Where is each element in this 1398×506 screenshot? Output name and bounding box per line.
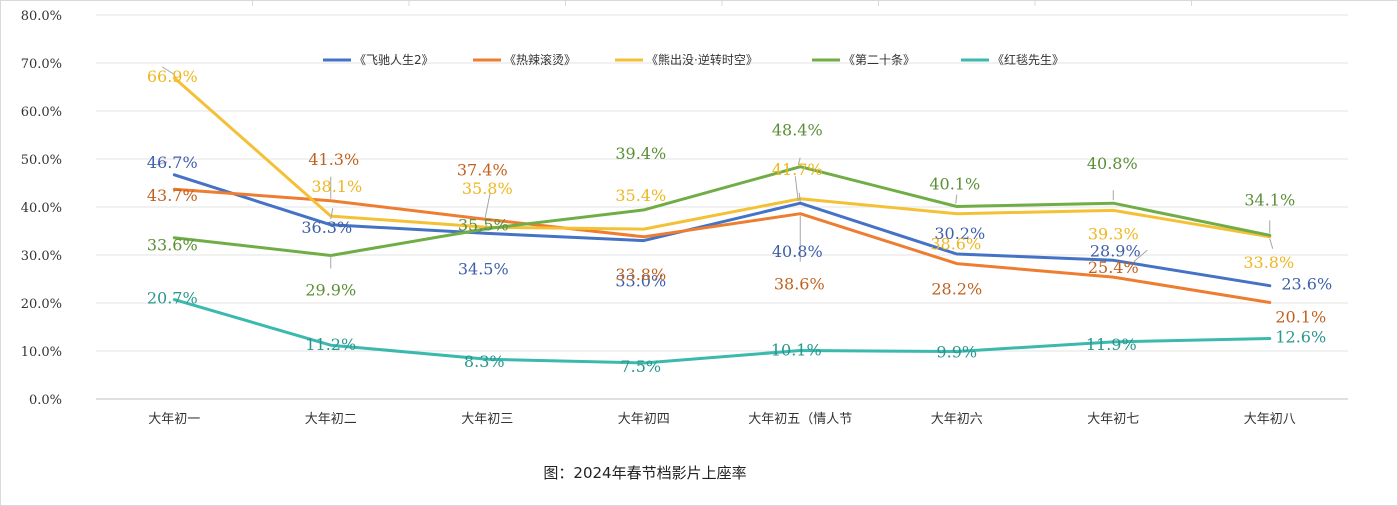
data-label: 43.7% — [147, 186, 198, 205]
leader-line — [794, 176, 799, 202]
data-label: 33.8% — [1243, 253, 1294, 272]
leader-line — [797, 157, 801, 165]
x-tick-label: 大年初五（情人节 — [748, 412, 852, 427]
data-label: 38.1% — [311, 177, 362, 196]
leader-line — [161, 66, 174, 75]
data-label: 30.2% — [934, 224, 985, 243]
leader-line — [156, 161, 168, 166]
data-label: 35.8% — [462, 179, 513, 198]
data-label: 34.5% — [458, 259, 509, 278]
legend-label: 《飞驰人生2》 — [354, 53, 434, 67]
data-label: 34.1% — [1244, 190, 1295, 209]
x-tick-label: 大年初八 — [1244, 412, 1296, 427]
x-tick-label: 大年初一 — [148, 412, 200, 427]
data-label: 33.8% — [615, 265, 666, 284]
legend: 《飞驰人生2》 《热辣滚烫》 《熊出没·逆转时空》 《第二十条》 《红毯先生》 — [323, 52, 1064, 67]
y-tick-label: 30.0% — [21, 249, 62, 264]
y-axis: 0.0% 10.0% 20.0% 30.0% 40.0% 50.0% 60.0% 70.0% 8… — [21, 9, 62, 408]
data-label: 38.6% — [930, 235, 981, 254]
data-label: 8.3% — [464, 352, 505, 371]
data-label: 41.7% — [772, 160, 823, 179]
x-tick-label: 大年初七 — [1087, 412, 1139, 427]
data-label: 28.9% — [1090, 241, 1141, 260]
series-line — [172, 298, 1272, 365]
leader-line — [1269, 238, 1274, 249]
data-label: 41.3% — [308, 150, 359, 169]
y-tick-label: 40.0% — [21, 201, 62, 216]
data-label: 11.2% — [305, 335, 356, 354]
leader-line — [330, 208, 334, 220]
data-label: 20.7% — [147, 289, 198, 308]
data-label: 37.4% — [457, 160, 508, 179]
label-leader-lines — [156, 66, 1274, 269]
data-label: 10.1% — [771, 341, 822, 360]
data-label: 46.7% — [147, 153, 198, 172]
series-line — [172, 173, 1272, 288]
y-tick-label: 70.0% — [21, 57, 62, 72]
data-label: 35.5% — [458, 216, 509, 235]
x-axis: 大年初一 大年初二 大年初三 大年初四 大年初五（情人节 大年初六 大年初七 大年初八 — [148, 412, 1296, 427]
y-tick-label: 50.0% — [21, 153, 62, 168]
y-tick-label: 0.0% — [29, 393, 62, 408]
series-line — [172, 76, 1272, 239]
x-tick-label: 大年初四 — [618, 412, 670, 427]
data-label: 48.4% — [772, 121, 823, 140]
data-label: 40.1% — [929, 175, 980, 194]
legend-label: 《红毯先生》 — [992, 52, 1064, 67]
data-label: 36.3% — [301, 218, 352, 237]
data-label: 40.8% — [772, 242, 823, 261]
data-label: 35.4% — [615, 186, 666, 205]
data-label: 9.9% — [936, 342, 977, 361]
series-lines — [172, 76, 1272, 365]
leader-line — [484, 192, 491, 218]
legend-label: 《第二十条》 — [843, 53, 915, 67]
data-labels: 46.7% 36.3% 34.5% 33.0% 40.8% 30.2% 28.9% 23.6%… — [147, 67, 1332, 376]
data-label: 23.6% — [1281, 275, 1332, 294]
data-label: 29.9% — [305, 280, 356, 299]
data-label: 12.6% — [1275, 328, 1326, 347]
data-label: 66.9% — [147, 67, 198, 86]
data-label: 11.9% — [1086, 335, 1137, 354]
data-label: 39.3% — [1088, 224, 1139, 243]
data-label: 33.6% — [147, 236, 198, 255]
x-tick-label: 大年初三 — [461, 412, 513, 427]
legend-label: 《熊出没·逆转时空》 — [646, 52, 758, 67]
series-line — [172, 165, 1272, 257]
y-tick-label: 60.0% — [21, 105, 62, 120]
data-label: 38.6% — [774, 275, 825, 294]
legend-label: 《热辣滚烫》 — [504, 52, 576, 67]
leader-line — [1133, 249, 1148, 262]
x-tick-label: 大年初六 — [931, 412, 983, 427]
data-label: 25.4% — [1088, 258, 1139, 277]
data-label: 28.2% — [931, 280, 982, 299]
data-label: 33.0% — [615, 272, 666, 291]
leader-line — [955, 194, 958, 204]
leader-line — [798, 192, 801, 202]
y-tick-label: 80.0% — [21, 9, 62, 24]
data-label: 7.5% — [620, 357, 661, 376]
data-label: 39.4% — [615, 144, 666, 163]
x-tick-label: 大年初二 — [305, 412, 357, 427]
data-label: 40.8% — [1087, 154, 1138, 173]
y-tick-label: 10.0% — [21, 345, 62, 360]
data-label: 20.1% — [1275, 308, 1326, 327]
gridlines — [96, 0, 1348, 400]
series-line — [172, 187, 1272, 304]
y-tick-label: 20.0% — [21, 297, 62, 312]
chart-title: 图：2024年春节档影片上座率 — [543, 464, 746, 482]
